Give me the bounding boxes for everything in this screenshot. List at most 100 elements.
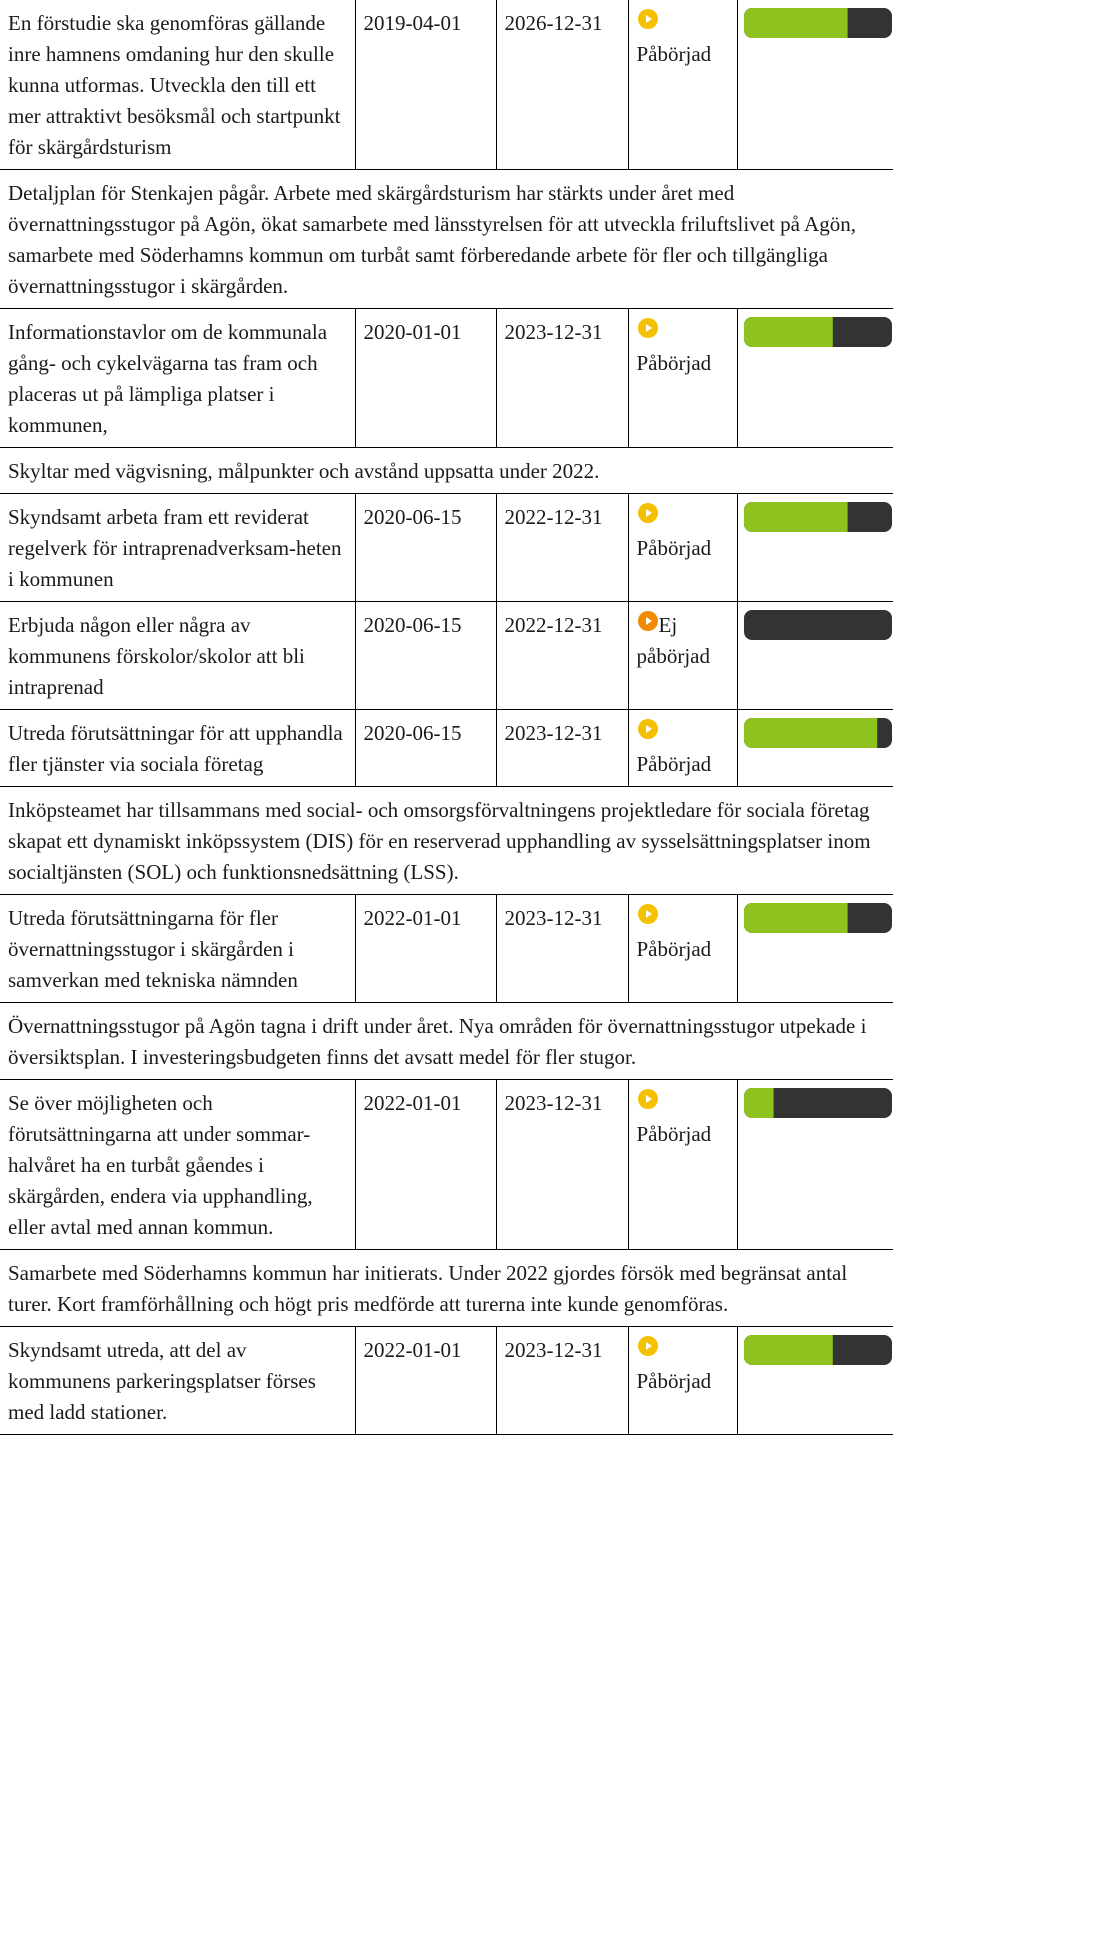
description-cell: Se över möjligheten och förutsättningarn… (0, 1079, 356, 1250)
progress-cell (737, 493, 893, 602)
status-icon-glyph (645, 509, 652, 517)
table-row: En förstudie ska genomföras gällande inr… (0, 0, 893, 170)
comment-cell: Detaljplan för Stenkajen pågår. Arbete m… (0, 169, 893, 309)
status-icon-glyph (645, 1342, 652, 1350)
table-row: Se över möjligheten och förutsättningarn… (0, 1079, 893, 1250)
start-date-cell: 2020-06-15 (355, 709, 497, 787)
progress-bar (743, 903, 892, 933)
progress-group (743, 502, 892, 532)
start-date-cell: 2022-01-01 (355, 1326, 497, 1435)
progress-group (743, 1335, 892, 1365)
table-row: Informationstavlor om de kommunala gång-… (0, 308, 893, 448)
end-date-cell: 2022-12-31 (496, 493, 629, 602)
status-cell: Påbörjad (628, 1079, 738, 1250)
progress-fill (743, 502, 848, 532)
description-cell: Utreda förutsättningar för att upphandla… (0, 709, 356, 787)
progress-bar (743, 610, 892, 640)
end-date-cell: 2023-12-31 (496, 1079, 629, 1250)
progress-cell (737, 0, 893, 170)
status-text: Ej påbörjad (636, 613, 710, 668)
table-body: En förstudie ska genomföras gällande inr… (0, 0, 893, 1435)
status-icon (637, 503, 658, 523)
end-date-cell: 2023-12-31 (496, 709, 629, 787)
status-text: Påbörjad (636, 752, 712, 776)
table-row: Erbjuda någon eller några av kommunens f… (0, 601, 893, 710)
progress-fill (743, 317, 833, 347)
progress-track (743, 610, 892, 640)
progress-cell (737, 601, 893, 710)
progress-fill (743, 1088, 774, 1118)
end-date-cell: 2022-12-31 (496, 601, 629, 710)
progress-bar (743, 502, 892, 532)
status-text: Påbörjad (636, 351, 712, 375)
status-icon (637, 9, 658, 29)
start-date-cell: 2019-04-01 (355, 0, 497, 170)
status-text: Påbörjad (636, 536, 712, 560)
table-row: Utreda förutsättningarna för fler överna… (0, 894, 893, 1003)
status-cell: Påbörjad (628, 308, 738, 448)
description-cell: Erbjuda någon eller några av kommunens f… (0, 601, 356, 710)
status-icon (637, 318, 658, 338)
progress-group (743, 610, 892, 640)
status-cell: Påbörjad (628, 1326, 738, 1435)
table-row: Detaljplan för Stenkajen pågår. Arbete m… (0, 169, 893, 309)
description-cell: Informationstavlor om de kommunala gång-… (0, 308, 356, 448)
status-cell: Påbörjad (628, 709, 738, 787)
table-row: Utreda förutsättningar för att upphandla… (0, 709, 893, 787)
end-date-cell: 2023-12-31 (496, 894, 629, 1003)
status-cell: Påbörjad (628, 493, 738, 602)
progress-bar (743, 718, 892, 748)
table-row: Skyndsamt arbeta fram ett reviderat rege… (0, 493, 893, 602)
progress-cell (737, 1079, 893, 1250)
end-date-cell: 2023-12-31 (496, 308, 629, 448)
table-row: Skyltar med vägvisning, målpunkter och a… (0, 447, 893, 494)
status-text: Påbörjad (636, 1369, 712, 1393)
progress-cell (737, 709, 893, 787)
progress-cell (737, 1326, 893, 1435)
status-text: Påbörjad (636, 937, 712, 961)
status-icon-glyph (645, 324, 652, 332)
progress-group (743, 1088, 892, 1118)
progress-group (743, 718, 892, 748)
status-icon-glyph (645, 617, 652, 625)
start-date-cell: 2020-01-01 (355, 308, 497, 448)
end-date-cell: 2023-12-31 (496, 1326, 629, 1435)
status-icon-glyph (645, 15, 652, 23)
status-icon (637, 1089, 658, 1109)
progress-group (743, 903, 892, 933)
status-icon-glyph (645, 910, 652, 918)
comment-cell: Inköpsteamet har tillsammans med social-… (0, 786, 893, 895)
status-icon (637, 904, 658, 924)
status-cell: Påbörjad (628, 894, 738, 1003)
status-icon (637, 611, 658, 631)
progress-cell (737, 894, 893, 1003)
progress-group (743, 8, 892, 38)
comment-cell: Samarbete med Söderhamns kommun har init… (0, 1249, 893, 1327)
status-icon (637, 719, 658, 739)
status-text: Påbörjad (636, 1122, 712, 1146)
table-row: Samarbete med Söderhamns kommun har init… (0, 1249, 893, 1327)
start-date-cell: 2022-01-01 (355, 894, 497, 1003)
progress-bar (743, 1088, 892, 1118)
status-cell: Påbörjad (628, 0, 738, 170)
progress-fill (743, 8, 848, 38)
description-cell: En förstudie ska genomföras gällande inr… (0, 0, 356, 170)
progress-bar (743, 1335, 892, 1365)
start-date-cell: 2022-01-01 (355, 1079, 497, 1250)
status-cell: Ej påbörjad (628, 601, 738, 710)
table-row: Inköpsteamet har tillsammans med social-… (0, 786, 893, 895)
end-date-cell: 2026-12-31 (496, 0, 629, 170)
start-date-cell: 2020-06-15 (355, 493, 497, 602)
progress-fill (743, 1335, 833, 1365)
status-icon-glyph (645, 1095, 652, 1103)
progress-group (743, 317, 892, 347)
progress-cell (737, 308, 893, 448)
status-icon (637, 1336, 658, 1356)
description-cell: Skyndsamt utreda, att del av kommunens p… (0, 1326, 356, 1435)
progress-bar (743, 317, 892, 347)
comment-cell: Skyltar med vägvisning, målpunkter och a… (0, 447, 893, 494)
description-cell: Skyndsamt arbeta fram ett reviderat rege… (0, 493, 356, 602)
status-text: Påbörjad (636, 42, 712, 66)
progress-fill (743, 903, 848, 933)
